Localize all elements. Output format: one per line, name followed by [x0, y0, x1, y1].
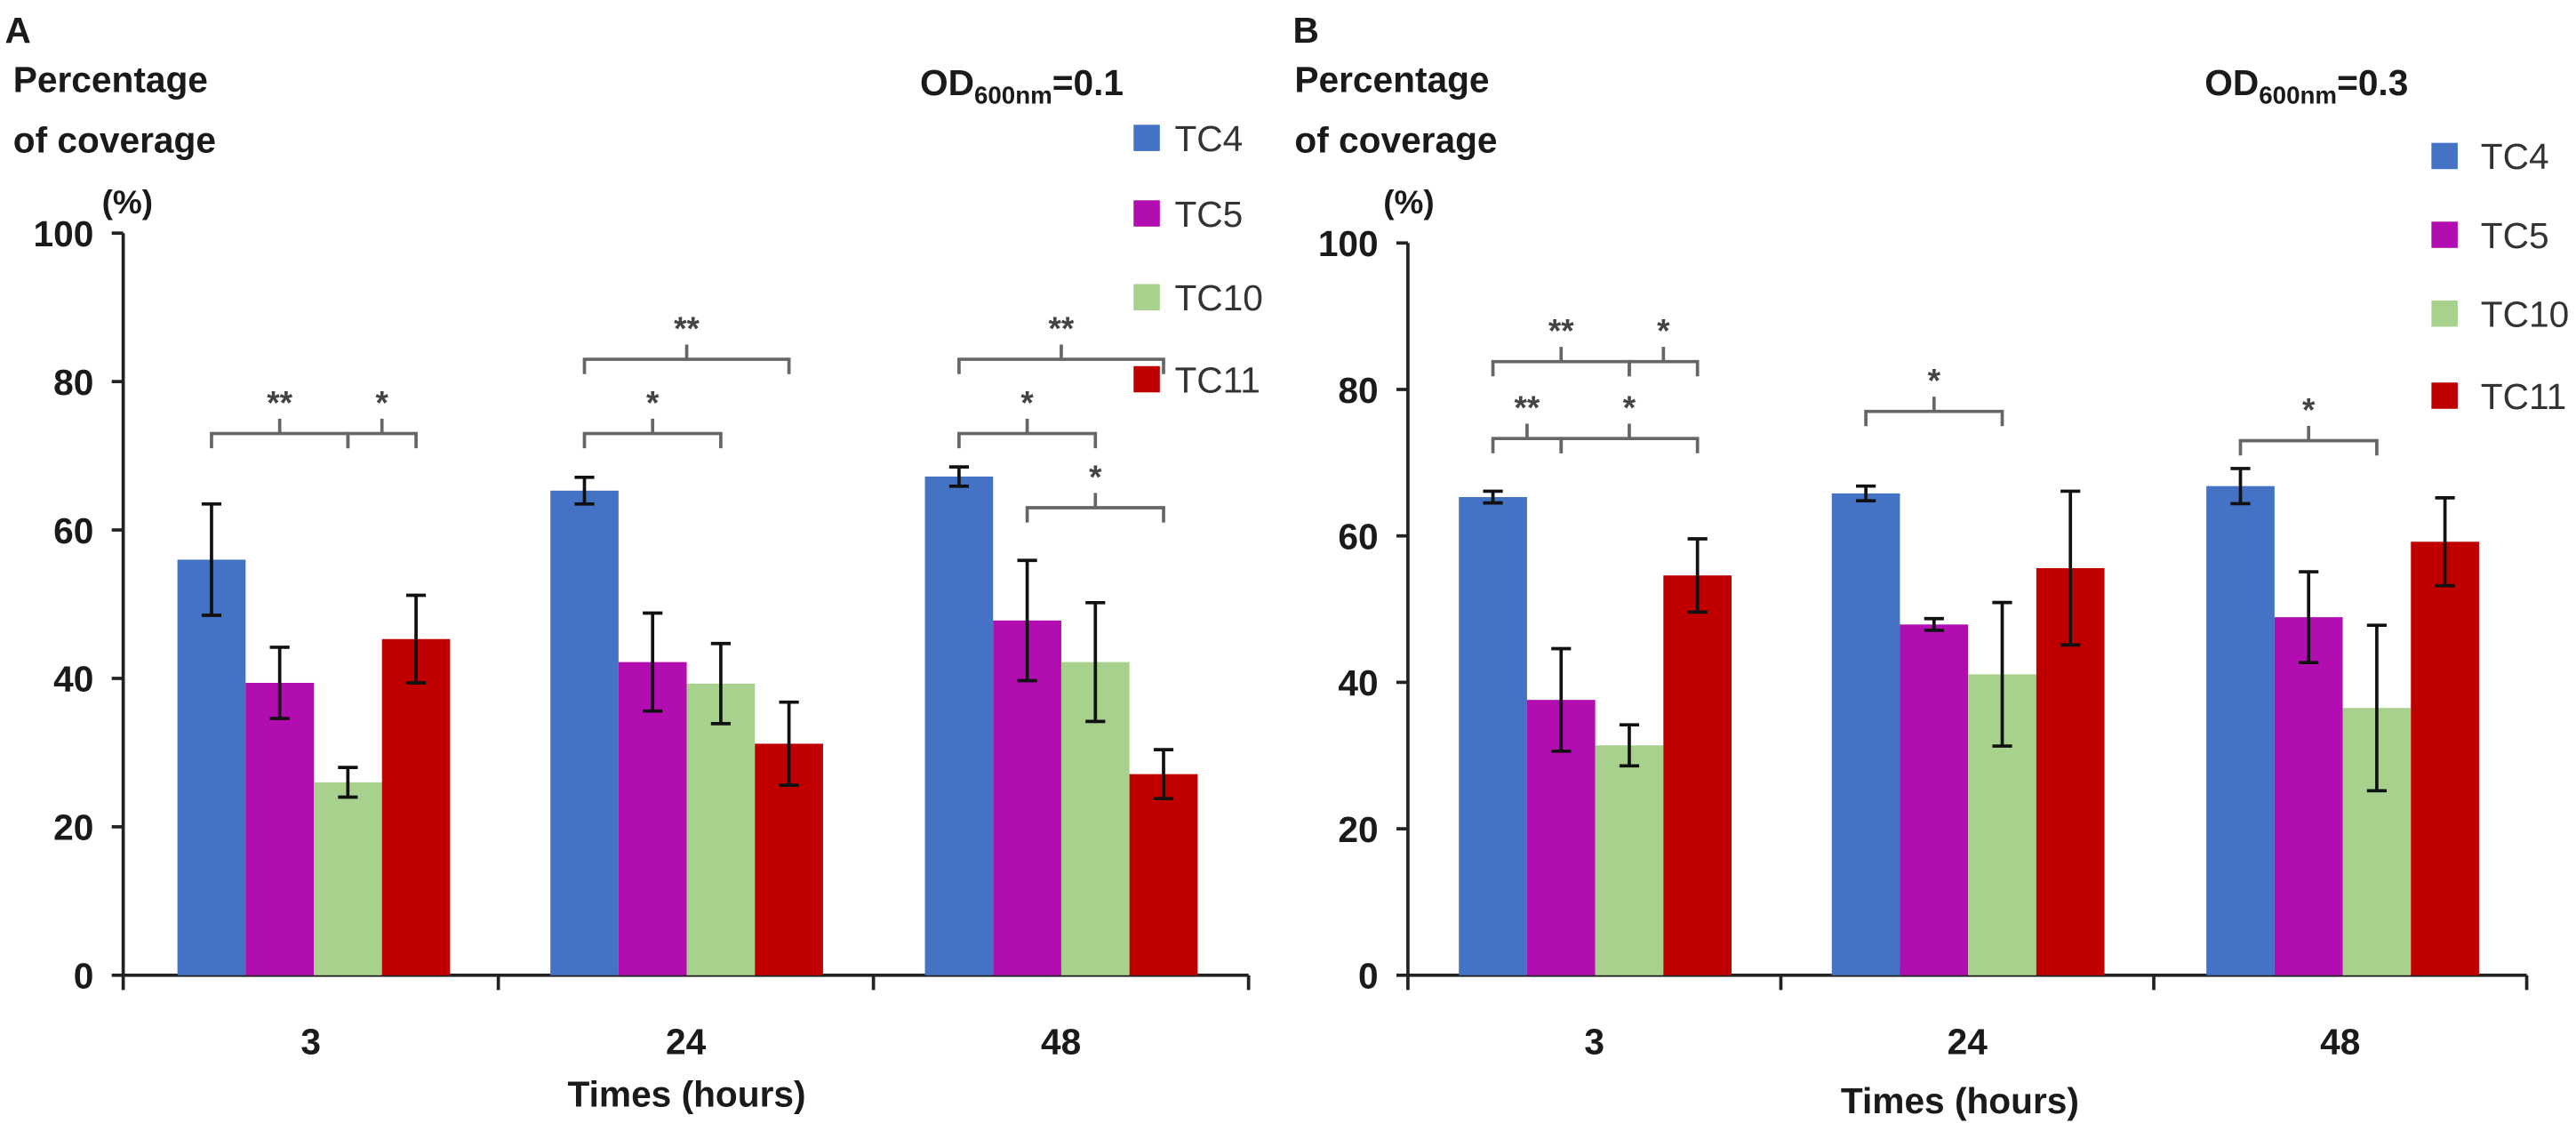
significance-bracket — [582, 344, 791, 374]
significance-bracket — [2238, 426, 2379, 456]
legend-swatch-tc11 — [2431, 382, 2458, 409]
bar-tc10-3 — [1595, 745, 1664, 975]
bar-tc10-24 — [686, 683, 756, 975]
significance-label: * — [1928, 363, 1941, 399]
bar-tc4-48 — [924, 476, 994, 975]
significance-bracket — [957, 418, 1098, 449]
panel-label: B — [1293, 10, 1319, 51]
significance-label: * — [1089, 459, 1102, 495]
significance-label: ** — [267, 384, 292, 421]
significance-label: ** — [1049, 310, 1075, 347]
significance-bracket — [582, 418, 723, 449]
significance-label: ** — [674, 310, 700, 347]
legend-swatch-tc10 — [1133, 284, 1160, 310]
significance-label: ** — [1515, 389, 1540, 426]
significance-label: * — [376, 384, 389, 421]
bar-tc5-3 — [245, 682, 315, 975]
y-tick-label: 100 — [1318, 223, 1379, 264]
panel-label: A — [5, 10, 31, 51]
significance-label: * — [1623, 389, 1636, 426]
x-tick-label: 24 — [1948, 1021, 1988, 1062]
legend-swatch-tc5 — [2431, 221, 2458, 248]
significance-label: * — [646, 384, 660, 421]
bar-tc4-48 — [2206, 485, 2275, 975]
legend-swatch-tc10 — [2431, 300, 2458, 327]
x-tick-label: 3 — [300, 1021, 321, 1062]
chart-title-main: OD — [2204, 62, 2259, 103]
y-tick-label: 20 — [53, 807, 93, 848]
x-axis-label: Times (hours) — [568, 1074, 806, 1115]
x-tick-label: 48 — [1041, 1021, 1081, 1062]
bar-tc4-24 — [1831, 493, 1900, 975]
chart-title-tail: =0.1 — [1052, 62, 1124, 103]
y-tick-label: 20 — [1338, 809, 1378, 850]
legend-label-tc4: TC4 — [1174, 118, 1243, 159]
significance-label: * — [1657, 313, 1670, 349]
chart-title-subscript: 600nm — [2259, 81, 2337, 108]
y-tick-label: 80 — [53, 362, 93, 403]
y-tick-label: 40 — [1338, 662, 1378, 703]
bar-tc10-3 — [314, 782, 382, 975]
significance-label: * — [2302, 391, 2316, 428]
y-tick-label: 0 — [1358, 956, 1379, 997]
significance-bracket — [1025, 493, 1165, 523]
y-tick-label: 0 — [74, 956, 94, 997]
significance-label: * — [1020, 384, 1034, 421]
y-axis-label: Percentage — [1294, 59, 1489, 100]
legend-label-tc5: TC5 — [1174, 194, 1243, 235]
y-tick-label: 80 — [1338, 370, 1378, 411]
y-axis-label: (%) — [1383, 184, 1434, 221]
bar-tc11-48 — [2411, 541, 2479, 975]
x-tick-label: 24 — [666, 1021, 707, 1062]
legend-swatch-tc5 — [1133, 200, 1160, 227]
y-axis-label: Percentage — [13, 59, 208, 100]
y-tick-label: 60 — [53, 510, 93, 551]
bar-tc11-3 — [381, 638, 451, 975]
y-axis-label: of coverage — [13, 120, 216, 161]
bar-tc4-3 — [177, 559, 246, 975]
significance-bracket — [957, 344, 1165, 374]
legend-label-tc11: TC11 — [2481, 376, 2566, 417]
bar-tc4-3 — [1459, 497, 1527, 975]
y-tick-label: 60 — [1338, 516, 1378, 557]
chart-title-tail: =0.3 — [2337, 62, 2408, 103]
significance-bracket — [1864, 397, 2004, 427]
significance-bracket — [210, 418, 350, 449]
legend-swatch-tc11 — [1133, 365, 1160, 393]
x-axis-label: Times (hours) — [1841, 1080, 2079, 1121]
chart-title-subscript: 600nm — [974, 81, 1052, 108]
y-tick-label: 100 — [34, 213, 94, 254]
legend-label-tc10: TC10 — [1174, 277, 1262, 318]
bar-tc5-24 — [618, 662, 687, 975]
chart-panel-b: B Percentage of coverage (%) OD600nm=0.3 0 20 4… — [1293, 10, 2570, 1121]
significance-bracket — [346, 418, 418, 449]
legend-label-tc10: TC10 — [2481, 293, 2569, 334]
y-axis-label: of coverage — [1294, 120, 1497, 161]
significance-bracket — [1491, 347, 1631, 377]
significance-bracket — [1628, 347, 1700, 377]
legend-label-tc11: TC11 — [1174, 359, 1260, 400]
chart-title-main: OD — [920, 62, 974, 103]
chart-title: OD600nm=0.3 — [2204, 62, 2408, 108]
bar-tc5-48 — [2274, 617, 2343, 975]
significance-bracket — [1559, 423, 1700, 453]
legend-swatch-tc4 — [1133, 124, 1160, 151]
legend-label-tc5: TC5 — [2481, 215, 2549, 256]
y-tick-label: 40 — [53, 659, 93, 700]
significance-label: ** — [1548, 313, 1574, 349]
legend-swatch-tc4 — [2431, 142, 2458, 170]
bar-tc5-24 — [1900, 624, 1969, 975]
x-tick-label: 48 — [2320, 1021, 2360, 1062]
chart-panel-a: A Percentage of coverage (%) OD600nm=0.1 0 20 4… — [5, 10, 1263, 1115]
x-tick-label: 3 — [1584, 1021, 1604, 1062]
chart-title: OD600nm=0.1 — [920, 62, 1124, 108]
bar-tc4-24 — [550, 490, 619, 975]
bar-tc11-48 — [1129, 774, 1198, 975]
legend-label-tc4: TC4 — [2481, 136, 2549, 177]
y-axis-label: (%) — [102, 184, 153, 221]
significance-bracket — [1491, 423, 1564, 453]
bar-tc11-3 — [1663, 575, 1732, 975]
